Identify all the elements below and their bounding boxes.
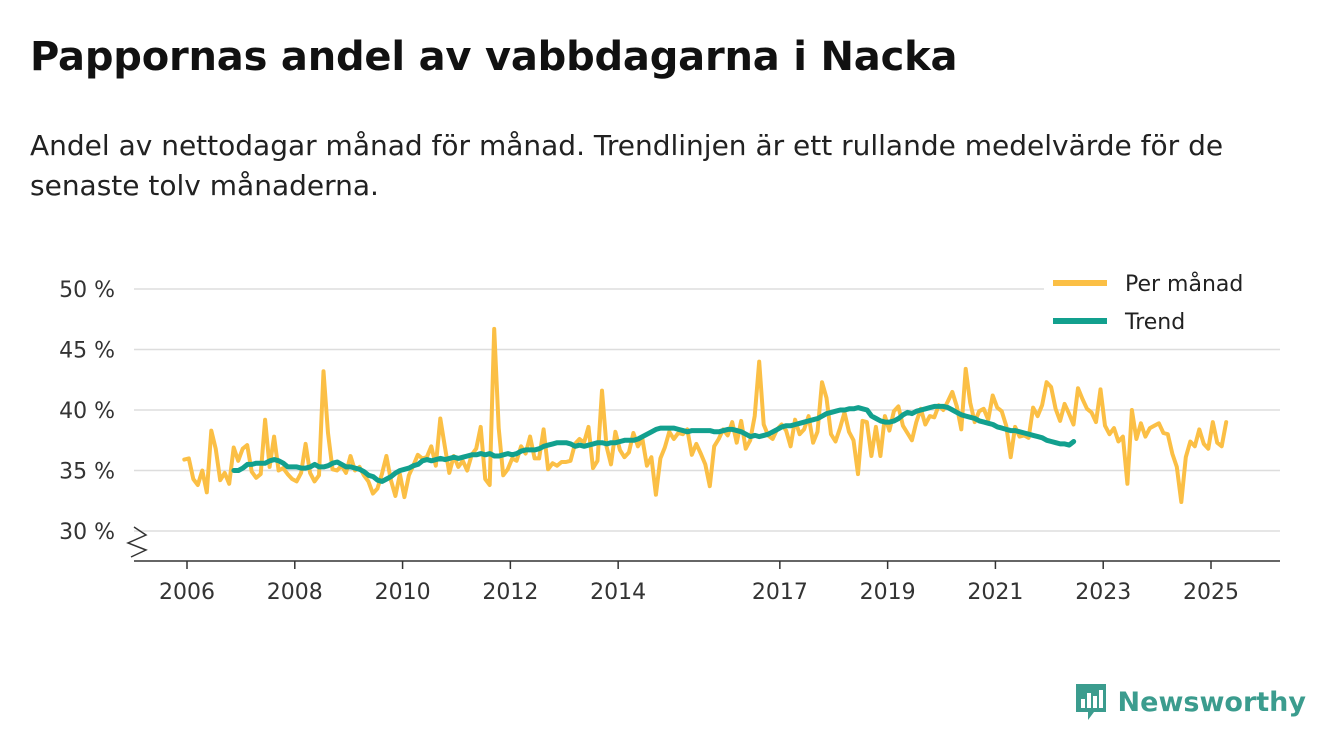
y-tick-label: 30 %: [59, 520, 115, 545]
newsworthy-logo-icon: [1075, 684, 1106, 720]
series-line-per-manad: [182, 326, 1229, 504]
legend-label: Per månad: [1125, 271, 1243, 297]
y-tick-label: 50 %: [59, 278, 115, 303]
x-tick-label: 2010: [375, 580, 431, 605]
brand-name: Newsworthy: [1117, 686, 1306, 718]
x-tick-label: 2019: [860, 580, 916, 605]
series-line-trend: [231, 403, 1077, 484]
y-axis-ticks: 30 % 35 % 40 % 45 % 50 %: [59, 278, 115, 545]
chart-subtitle: Andel av nettodagar månad för månad. Tre…: [30, 129, 1224, 202]
x-tick-label: 2017: [752, 580, 808, 605]
x-tick-label: 2008: [267, 580, 323, 605]
x-tick-label: 2021: [967, 580, 1023, 605]
legend-label: Trend: [1124, 310, 1185, 335]
x-tick-label: 2014: [590, 580, 646, 605]
chart-title: Pappornas andel av vabbdagarna i Nacka: [30, 34, 958, 80]
x-axis: 2006 2008 2010 2012 2014 2017 2019 2021 2023 2025: [126, 526, 1280, 605]
y-tick-label: 40 %: [59, 399, 115, 424]
x-tick-label: 2006: [159, 580, 215, 605]
newsworthy-logo: Newsworthy: [1074, 682, 1306, 722]
legend-background: [1044, 262, 1280, 344]
series-lines: [182, 326, 1229, 504]
legend: Per månad Trend: [1044, 262, 1280, 344]
y-tick-label: 45 %: [59, 339, 115, 364]
x-tick-label: 2012: [482, 580, 538, 605]
axis-break-icon: [126, 526, 148, 558]
x-tick-label: 2023: [1075, 580, 1131, 605]
y-tick-label: 35 %: [59, 460, 115, 485]
x-tick-label: 2025: [1183, 580, 1239, 605]
